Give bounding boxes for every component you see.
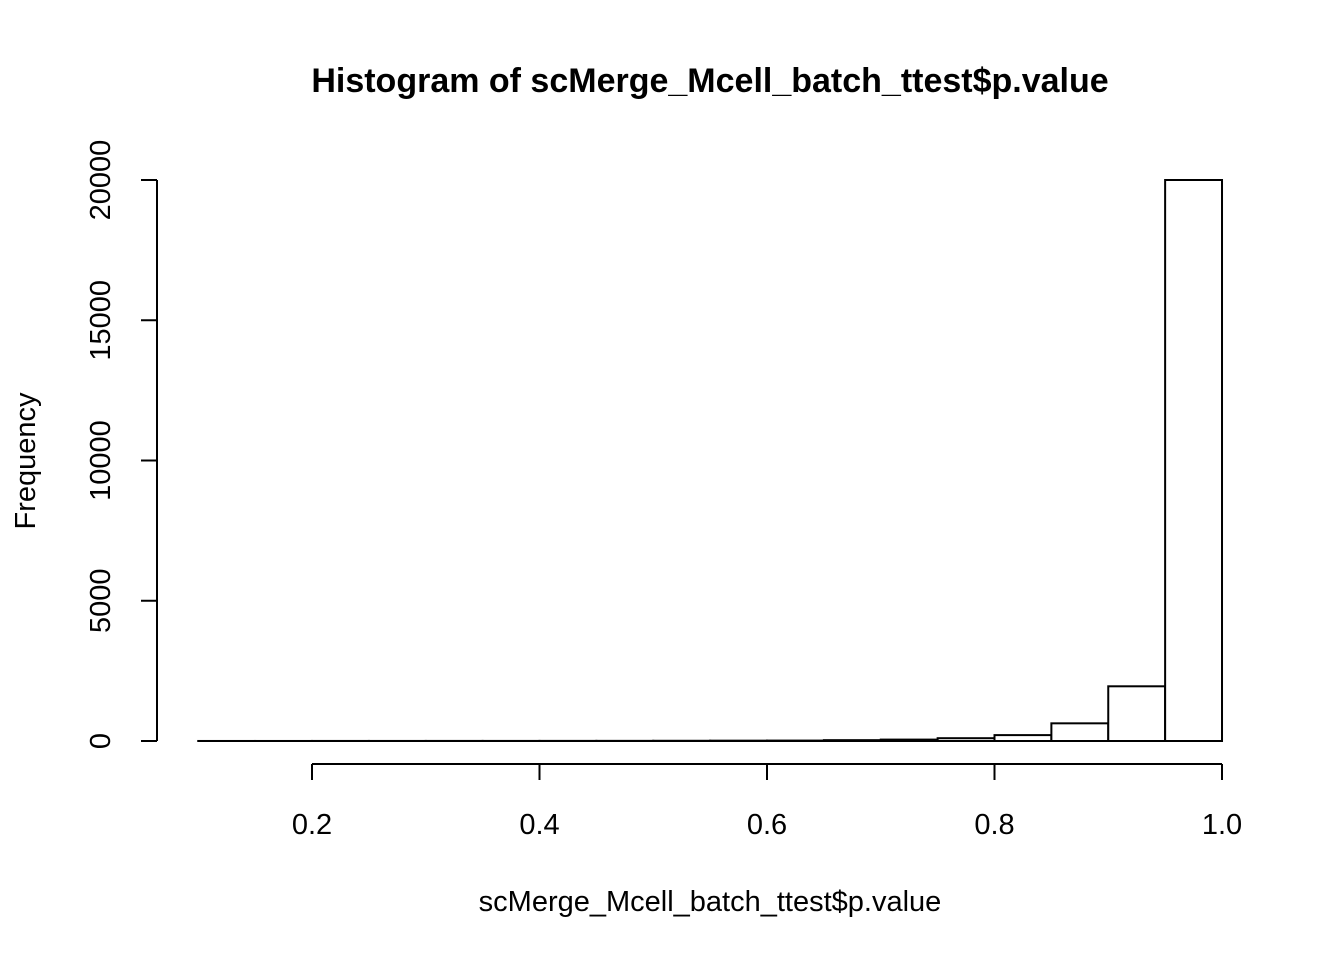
x-tick-label: 0.2	[292, 809, 332, 841]
x-axis-label: scMerge_Mcell_batch_ttest$p.value	[479, 886, 942, 918]
histogram-bar	[1164, 179, 1224, 742]
x-tick-label: 0.4	[519, 809, 559, 841]
histogram-bar	[822, 739, 882, 742]
histogram-bar	[1107, 685, 1167, 742]
y-axis: 0 5000 10000 15000 20000	[85, 140, 158, 749]
y-axis-label: Frequency	[10, 392, 42, 530]
x-axis: 0.2 0.4 0.6 0.8 1.0	[292, 763, 1242, 841]
y-tick-label: 0	[85, 733, 117, 749]
y-tick-label: 10000	[85, 420, 117, 501]
histogram-bar	[993, 734, 1053, 742]
y-tick-label: 20000	[85, 140, 117, 221]
y-tick-label: 15000	[85, 280, 117, 361]
x-tick-label: 1.0	[1202, 809, 1242, 841]
histogram-bar	[1050, 722, 1110, 743]
histogram-bar	[936, 737, 996, 743]
x-tick-label: 0.8	[974, 809, 1014, 841]
chart-title: Histogram of scMerge_Mcell_batch_ttest$p…	[311, 62, 1108, 100]
x-tick-label: 0.6	[747, 809, 787, 841]
histogram-bar	[879, 738, 939, 742]
histogram-bars	[197, 179, 1224, 743]
y-tick-label: 5000	[85, 568, 117, 633]
